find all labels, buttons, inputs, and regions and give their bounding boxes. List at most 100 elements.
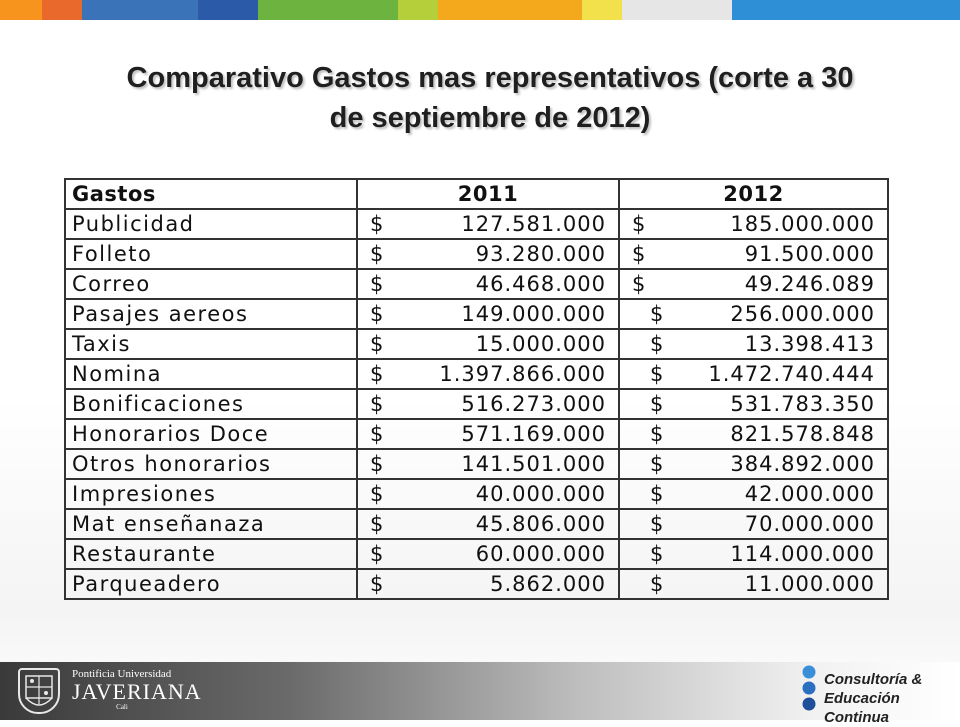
consulting-dots-icon [802,665,816,711]
currency-symbol: $ [650,392,665,416]
row-label: Bonificaciones [64,388,358,420]
slide-title-line-1: Comparativo Gastos mas representativos (… [126,62,854,94]
value-2011: $149.000.000 [356,298,620,330]
table-row: Parqueadero $5.862.000 $11.000.000 [64,568,889,600]
value-2012: $11.000.000 [618,568,889,600]
amount: 516.273.000 [461,392,606,416]
amount: 70.000.000 [744,512,875,536]
amount: 93.280.000 [475,242,606,266]
amount: 11.000.000 [744,572,875,596]
expenses-table: Gastos 2011 2012 Publicidad $127.581.000 $… [64,178,889,600]
value-2012: $821.578.848 [618,418,889,450]
stripe-segment [198,0,258,20]
row-label: Publicidad [64,208,358,240]
amount: 114.000.000 [730,542,875,566]
value-2011: $571.169.000 [356,418,620,450]
top-color-stripe [0,0,960,20]
amount: 46.468.000 [475,272,606,296]
currency-symbol: $ [632,272,647,296]
table-row: Publicidad $127.581.000 $185.000.000 [64,208,889,240]
amount: 40.000.000 [475,482,606,506]
currency-symbol: $ [632,242,647,266]
table-row: Impresiones $40.000.000 $42.000.000 [64,478,889,510]
currency-symbol: $ [632,212,647,236]
row-label: Impresiones [64,478,358,510]
currency-symbol: $ [370,332,385,356]
table-body: Publicidad $127.581.000 $185.000.000 Follet… [64,208,889,600]
amount: 149.000.000 [461,302,606,326]
stripe-segment [622,0,732,20]
amount: 821.578.848 [730,422,875,446]
stripe-segment [582,0,622,20]
currency-symbol: $ [370,482,385,506]
value-2011: $15.000.000 [356,328,620,360]
currency-symbol: $ [650,572,665,596]
amount: 127.581.000 [461,212,606,236]
footer-bar: Pontificia Universidad JAVERIANA Cali [0,662,960,720]
value-2012: $13.398.413 [618,328,889,360]
stripe-segment [0,0,42,20]
row-label: Nomina [64,358,358,390]
amount: 571.169.000 [461,422,606,446]
amount: 42.000.000 [744,482,875,506]
currency-symbol: $ [370,572,385,596]
row-label: Restaurante [64,538,358,570]
value-2012: $1.472.740.444 [618,358,889,390]
table-row: Otros honorarios $141.501.000 $384.892.000 [64,448,889,480]
university-city: Cali [116,703,128,711]
stripe-segment [258,0,398,20]
consulting-line-1: Consultoría & [824,671,923,688]
currency-symbol: $ [650,452,665,476]
header-2012: 2012 [618,178,889,210]
header-gastos: Gastos [64,178,358,210]
value-2011: $60.000.000 [356,538,620,570]
table-row: Taxis $15.000.000 $13.398.413 [64,328,889,360]
value-2011: $516.273.000 [356,388,620,420]
stripe-segment [82,0,198,20]
row-label: Otros honorarios [64,448,358,480]
table-row: Folleto $93.280.000 $91.500.000 [64,238,889,270]
row-label: Honorarios Doce [64,418,358,450]
currency-symbol: $ [370,422,385,446]
value-2011: $1.397.866.000 [356,358,620,390]
value-2012: $49.246.089 [618,268,889,300]
currency-symbol: $ [650,512,665,536]
header-2011: 2011 [356,178,620,210]
amount: 1.397.866.000 [439,362,606,386]
amount: 60.000.000 [475,542,606,566]
stripe-segment [438,0,582,20]
value-2011: $93.280.000 [356,238,620,270]
currency-symbol: $ [370,362,385,386]
currency-symbol: $ [650,332,665,356]
table-row: Mat enseñanaza $45.806.000 $70.000.000 [64,508,889,540]
table-row: Correo $46.468.000 $49.246.089 [64,268,889,300]
value-2011: $45.806.000 [356,508,620,540]
table-row: Nomina $1.397.866.000 $1.472.740.444 [64,358,889,390]
amount: 15.000.000 [475,332,606,356]
javeriana-crest-icon [18,668,60,714]
university-name: JAVERIANA [72,679,202,704]
amount: 531.783.350 [730,392,875,416]
amount: 1.472.740.444 [708,362,875,386]
university-line-1: Pontificia Universidad [72,668,172,680]
university-logo-text: Pontificia Universidad JAVERIANA Cali [72,668,202,712]
value-2011: $46.468.000 [356,268,620,300]
row-label: Parqueadero [64,568,358,600]
amount: 141.501.000 [461,452,606,476]
value-2012: $384.892.000 [618,448,889,480]
currency-symbol: $ [370,452,385,476]
amount: 91.500.000 [744,242,875,266]
amount: 45.806.000 [475,512,606,536]
value-2012: $42.000.000 [618,478,889,510]
table-row: Pasajes aereos $149.000.000 $256.000.000 [64,298,889,330]
currency-symbol: $ [650,362,665,386]
value-2012: $185.000.000 [618,208,889,240]
value-2012: $531.783.350 [618,388,889,420]
stripe-segment [732,0,960,20]
currency-symbol: $ [650,482,665,506]
row-label: Mat enseñanaza [64,508,358,540]
currency-symbol: $ [370,242,385,266]
currency-symbol: $ [650,302,665,326]
amount: 185.000.000 [730,212,875,236]
value-2012: $91.500.000 [618,238,889,270]
